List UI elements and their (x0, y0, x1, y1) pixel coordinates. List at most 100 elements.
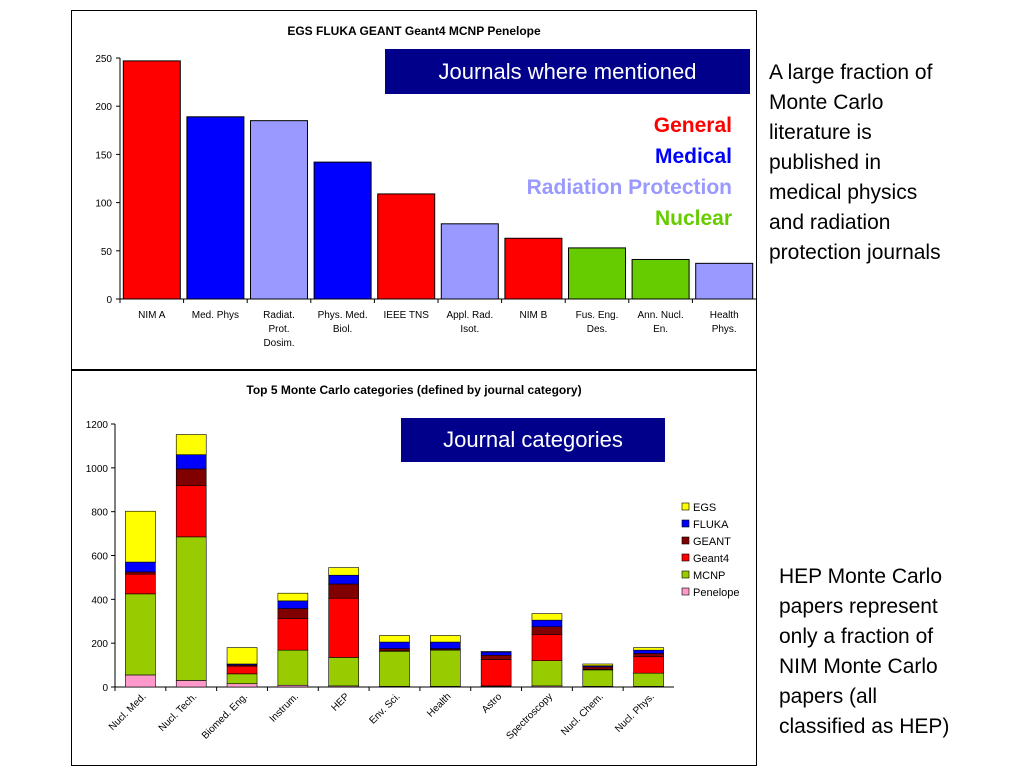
bar-segment (430, 649, 461, 687)
side-note-line: and radiation (769, 211, 891, 234)
bar-segment (531, 660, 563, 687)
bar-segment (430, 641, 461, 649)
bar (186, 116, 245, 300)
side-note-line: Monte Carlo (769, 91, 884, 114)
x-tick-label: Health (425, 691, 453, 719)
bar-segment (582, 669, 614, 687)
bar-segment (125, 571, 156, 575)
legend-nuclear: Nuclear (654, 207, 732, 230)
side-note-hep: HEP Monte Carlo papers represent only a … (779, 562, 1019, 742)
y-tick-label: 0 (102, 683, 108, 694)
bar-segment (379, 650, 410, 687)
bar-segment (531, 634, 563, 661)
bar-segment (531, 613, 563, 621)
side-note-medical: A large fraction of Monte Carlo literatu… (769, 58, 1019, 268)
side-note-line: literature is (769, 121, 872, 144)
legend-label: EGS (693, 502, 716, 514)
bar-segment (328, 597, 359, 658)
bar-segment (633, 656, 664, 674)
bar-segment (226, 673, 258, 685)
y-tick-label: 250 (95, 54, 112, 65)
legend-label: GEANT (693, 536, 731, 548)
bar-segment (125, 593, 156, 676)
bar-segment (277, 592, 309, 602)
bar (122, 60, 181, 300)
y-tick-label: 150 (95, 150, 112, 161)
bar (250, 120, 308, 300)
x-tick-label: IEEE TNS (384, 310, 430, 321)
x-tick-label: Instrum. (268, 691, 301, 724)
x-tick-label: NIM B (520, 310, 548, 321)
y-tick-label: 200 (95, 102, 112, 113)
bar (440, 223, 499, 300)
x-tick-label: Astro (480, 691, 505, 716)
y-tick-label: 1200 (86, 420, 109, 431)
side-note-line: papers represent (779, 595, 938, 618)
x-tick-label: Nucl. Med. (107, 691, 149, 733)
legend-swatch (681, 519, 690, 528)
legend-general: General (653, 114, 732, 137)
x-tick-label: Med. Phys (192, 310, 239, 321)
y-tick-label: 100 (95, 199, 112, 210)
bar-segment (226, 683, 258, 688)
x-tick-label: Biomed. Eng. (200, 691, 250, 741)
side-note-line: only a fraction of (779, 625, 934, 648)
legend-label: MCNP (693, 570, 725, 582)
x-tick-label: Health Phys. (710, 310, 739, 335)
bar-segment (175, 434, 207, 455)
x-tick-label: Radiat. Prot. Dosim. (263, 310, 295, 349)
y-tick-label: 400 (91, 595, 108, 606)
bar-segment (531, 626, 563, 635)
side-note-line: HEP Monte Carlo (779, 565, 943, 588)
bar-segment (328, 567, 359, 576)
bar-segment (125, 510, 156, 563)
bar-segment (480, 654, 512, 660)
bar (313, 161, 372, 300)
bar-segment (379, 648, 410, 652)
journals-bar-chart: 0 50 100 150 200 250 NIM A Med. Phys Radiat. Prot… (95, 54, 756, 349)
bar-segment (379, 635, 410, 643)
bar-segment (328, 583, 359, 599)
bar-segment (277, 649, 309, 686)
x-tick-label: Nucl. Tech. (157, 691, 200, 734)
bar-segment (480, 659, 512, 687)
chart1-title: EGS FLUKA GEANT Geant4 MCNP Penelope (287, 24, 541, 38)
bar-segment (430, 635, 461, 643)
x-tick-label: HEP (329, 691, 352, 714)
bar-segment (582, 666, 614, 670)
y-tick-label: 50 (101, 247, 113, 258)
x-tick-label: Ann. Nucl. En. (638, 310, 684, 335)
bar-segment (582, 663, 614, 667)
x-tick-label: Appl. Rad. Isot. (446, 310, 493, 335)
x-tick-label: Phys. Med. Biol. (318, 310, 368, 335)
x-tick-label: Fus. Eng. Des. (576, 310, 619, 335)
y-tick-label: 1000 (86, 464, 109, 475)
legend-swatch (681, 536, 690, 545)
side-note-line: medical physics (769, 181, 918, 204)
y-tick-label: 0 (106, 295, 112, 306)
y-tick-label: 200 (91, 639, 108, 650)
bar-segment (226, 665, 258, 675)
chart2-title: Top 5 Monte Carlo categories (defined by… (246, 383, 582, 397)
bar (504, 237, 563, 300)
bar (631, 258, 690, 300)
legend-label: Geant4 (693, 553, 729, 565)
bar-segment (633, 672, 664, 687)
bar (695, 262, 754, 300)
bar-segment (125, 573, 156, 595)
side-note-line: protection journals (769, 241, 941, 264)
bar-segment (328, 574, 359, 585)
x-tick-label: NIM A (138, 310, 166, 321)
bar-segment (226, 647, 258, 665)
bar-segment (175, 680, 207, 688)
side-note-line: papers (all (779, 685, 878, 708)
bar-segment (379, 641, 410, 649)
legend-label: FLUKA (693, 519, 729, 531)
bar-segment (480, 651, 512, 656)
y-tick-label: 800 (91, 508, 108, 519)
side-note-line: published in (769, 151, 882, 174)
legend-label: Penelope (693, 587, 740, 599)
side-note-line: classified as HEP) (779, 715, 950, 738)
bar-segment (125, 674, 156, 688)
y-tick-label: 600 (91, 552, 108, 563)
